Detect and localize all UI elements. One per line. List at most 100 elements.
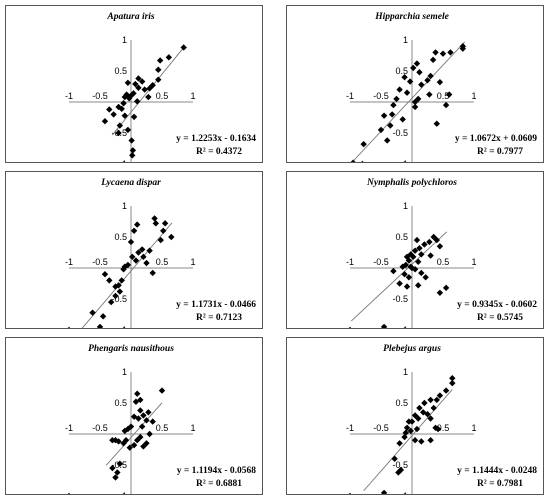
y-tick-label: -1 <box>400 325 408 328</box>
data-point <box>391 455 398 462</box>
data-point <box>442 387 450 394</box>
data-point <box>436 289 444 296</box>
data-point <box>405 418 413 425</box>
scatter-chart: Nymphalis polychloros -1 -0.5 0.5 1 1 0.5 -0.5 -… <box>346 178 537 328</box>
data-point <box>418 269 425 277</box>
data-point <box>130 113 138 121</box>
data-point <box>121 93 128 101</box>
data-point <box>116 122 124 129</box>
r-squared-label: R² = 0.5745 <box>477 313 523 323</box>
data-point <box>407 427 414 435</box>
y-tick-label: -1 <box>400 491 408 494</box>
trendline <box>350 231 448 322</box>
data-point <box>135 75 142 82</box>
chart-title: Plebejus argus <box>383 344 441 354</box>
data-point <box>418 251 425 258</box>
y-tick-label: 1 <box>403 201 408 211</box>
data-point <box>397 466 405 474</box>
x-tick-label: -0.5 <box>92 423 108 433</box>
data-point <box>115 438 122 445</box>
data-point <box>390 101 397 109</box>
data-point <box>422 274 429 281</box>
x-tick-label: -0.5 <box>373 91 389 101</box>
data-point <box>130 413 138 420</box>
chart-panel-nymphalis-polychloros: Nymphalis polychloros -1 -0.5 0.5 1 1 0.5 -0.5 -… <box>286 171 544 329</box>
data-point <box>109 437 116 444</box>
scatter-chart: Plebejus argus -1 -0.5 0.5 1 1 0.5 -0.5 -1 y = 1.… <box>346 344 537 494</box>
data-point <box>145 93 152 101</box>
data-point <box>112 474 119 481</box>
data-point <box>135 84 142 91</box>
x-tick-label: -1 <box>346 257 354 267</box>
data-point <box>427 415 434 422</box>
data-point <box>433 120 440 127</box>
data-point <box>436 243 444 250</box>
data-point <box>396 280 403 287</box>
data-point <box>380 489 388 494</box>
data-point <box>161 220 169 227</box>
y-tick-label: 0.5 <box>395 66 408 76</box>
r-squared-label: R² = 0.6881 <box>196 479 242 489</box>
trendline <box>112 46 185 136</box>
x-tick-label: 0.5 <box>437 91 450 101</box>
data-point <box>436 78 444 86</box>
regression-equation: y = 1.2253x - 0.1634 <box>176 134 256 144</box>
data-point <box>129 147 137 154</box>
data-point <box>403 89 411 96</box>
data-point <box>416 69 423 76</box>
data-point <box>143 440 150 447</box>
x-tick-label: -0.5 <box>92 257 108 267</box>
data-point <box>137 396 144 404</box>
chart-panel-lycaena-dispar: Lycaena dispar -1 -0.5 0.5 1 1 0.5 -0.5 -1 y = 1.… <box>5 171 263 329</box>
data-point <box>140 412 147 419</box>
y-tick-label: 0.5 <box>395 398 408 408</box>
data-point <box>360 140 367 148</box>
data-point <box>145 409 152 416</box>
y-tick-label: 0.5 <box>395 232 408 242</box>
data-point <box>396 440 403 447</box>
data-point <box>137 407 144 414</box>
data-point <box>434 425 442 433</box>
data-point <box>449 379 456 387</box>
x-tick-label: 0.5 <box>156 257 169 267</box>
data-point <box>418 81 425 88</box>
data-point <box>395 469 402 476</box>
data-point <box>377 126 385 134</box>
data-point <box>384 137 391 144</box>
data-point <box>116 288 124 295</box>
regression-equation: y = 0.9345x - 0.0602 <box>457 300 537 310</box>
trendline <box>105 402 163 466</box>
data-point <box>415 282 422 289</box>
data-point <box>411 103 419 111</box>
data-point <box>430 404 437 412</box>
data-point <box>143 259 150 267</box>
data-point <box>120 100 127 107</box>
data-point <box>118 277 125 284</box>
data-point <box>149 269 156 277</box>
trendline <box>81 222 173 328</box>
regression-equation: y = 1.0672x + 0.0609 <box>455 134 537 144</box>
x-tick-label: 1 <box>190 91 195 101</box>
r-squared-label: R² = 0.7981 <box>477 479 523 489</box>
data-point <box>424 410 431 418</box>
data-point <box>107 298 115 306</box>
data-point <box>126 444 133 451</box>
data-point <box>138 78 146 85</box>
data-point <box>380 323 388 328</box>
y-tick-label: -1 <box>119 325 127 328</box>
data-point <box>151 215 158 222</box>
data-point <box>140 253 147 261</box>
data-point <box>146 430 153 438</box>
x-tick-label: -1 <box>65 423 73 433</box>
x-tick-label: 0.5 <box>437 423 450 433</box>
scatter-chart: Hipparchia semele -1 -0.5 0.5 1 1 0.5 -0.5 -1 y =… <box>346 12 537 162</box>
data-point <box>149 418 156 425</box>
data-point <box>155 66 162 73</box>
data-point <box>120 440 127 447</box>
y-tick-label: 1 <box>122 201 127 211</box>
x-tick-label: -0.5 <box>92 91 108 101</box>
data-point <box>143 417 150 424</box>
data-point <box>427 396 434 404</box>
regression-equation: y = 1.1444x - 0.0248 <box>457 466 537 476</box>
data-point <box>146 247 153 254</box>
